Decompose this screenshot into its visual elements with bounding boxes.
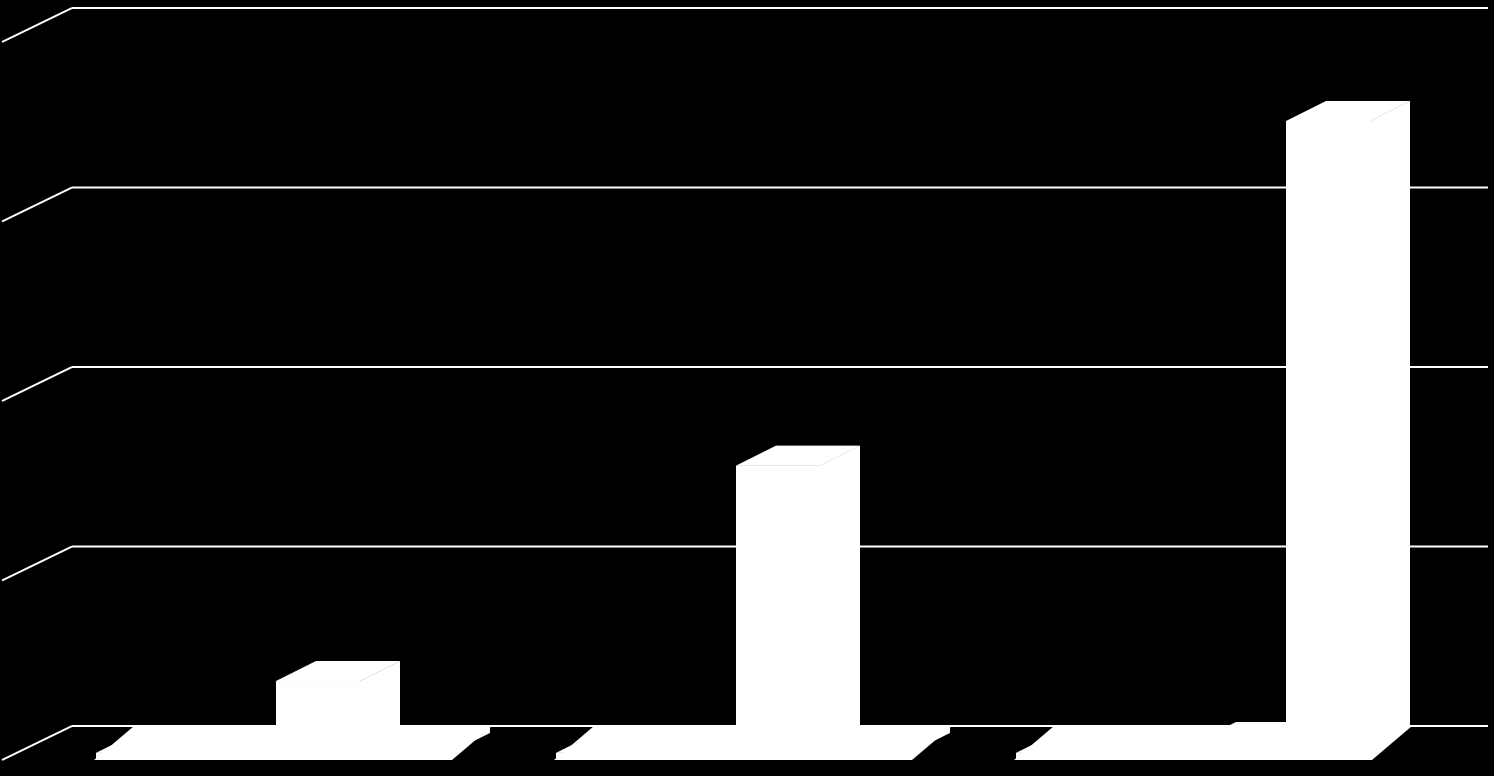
chart-svg	[0, 0, 1494, 776]
bar-chart-3d	[0, 0, 1494, 776]
